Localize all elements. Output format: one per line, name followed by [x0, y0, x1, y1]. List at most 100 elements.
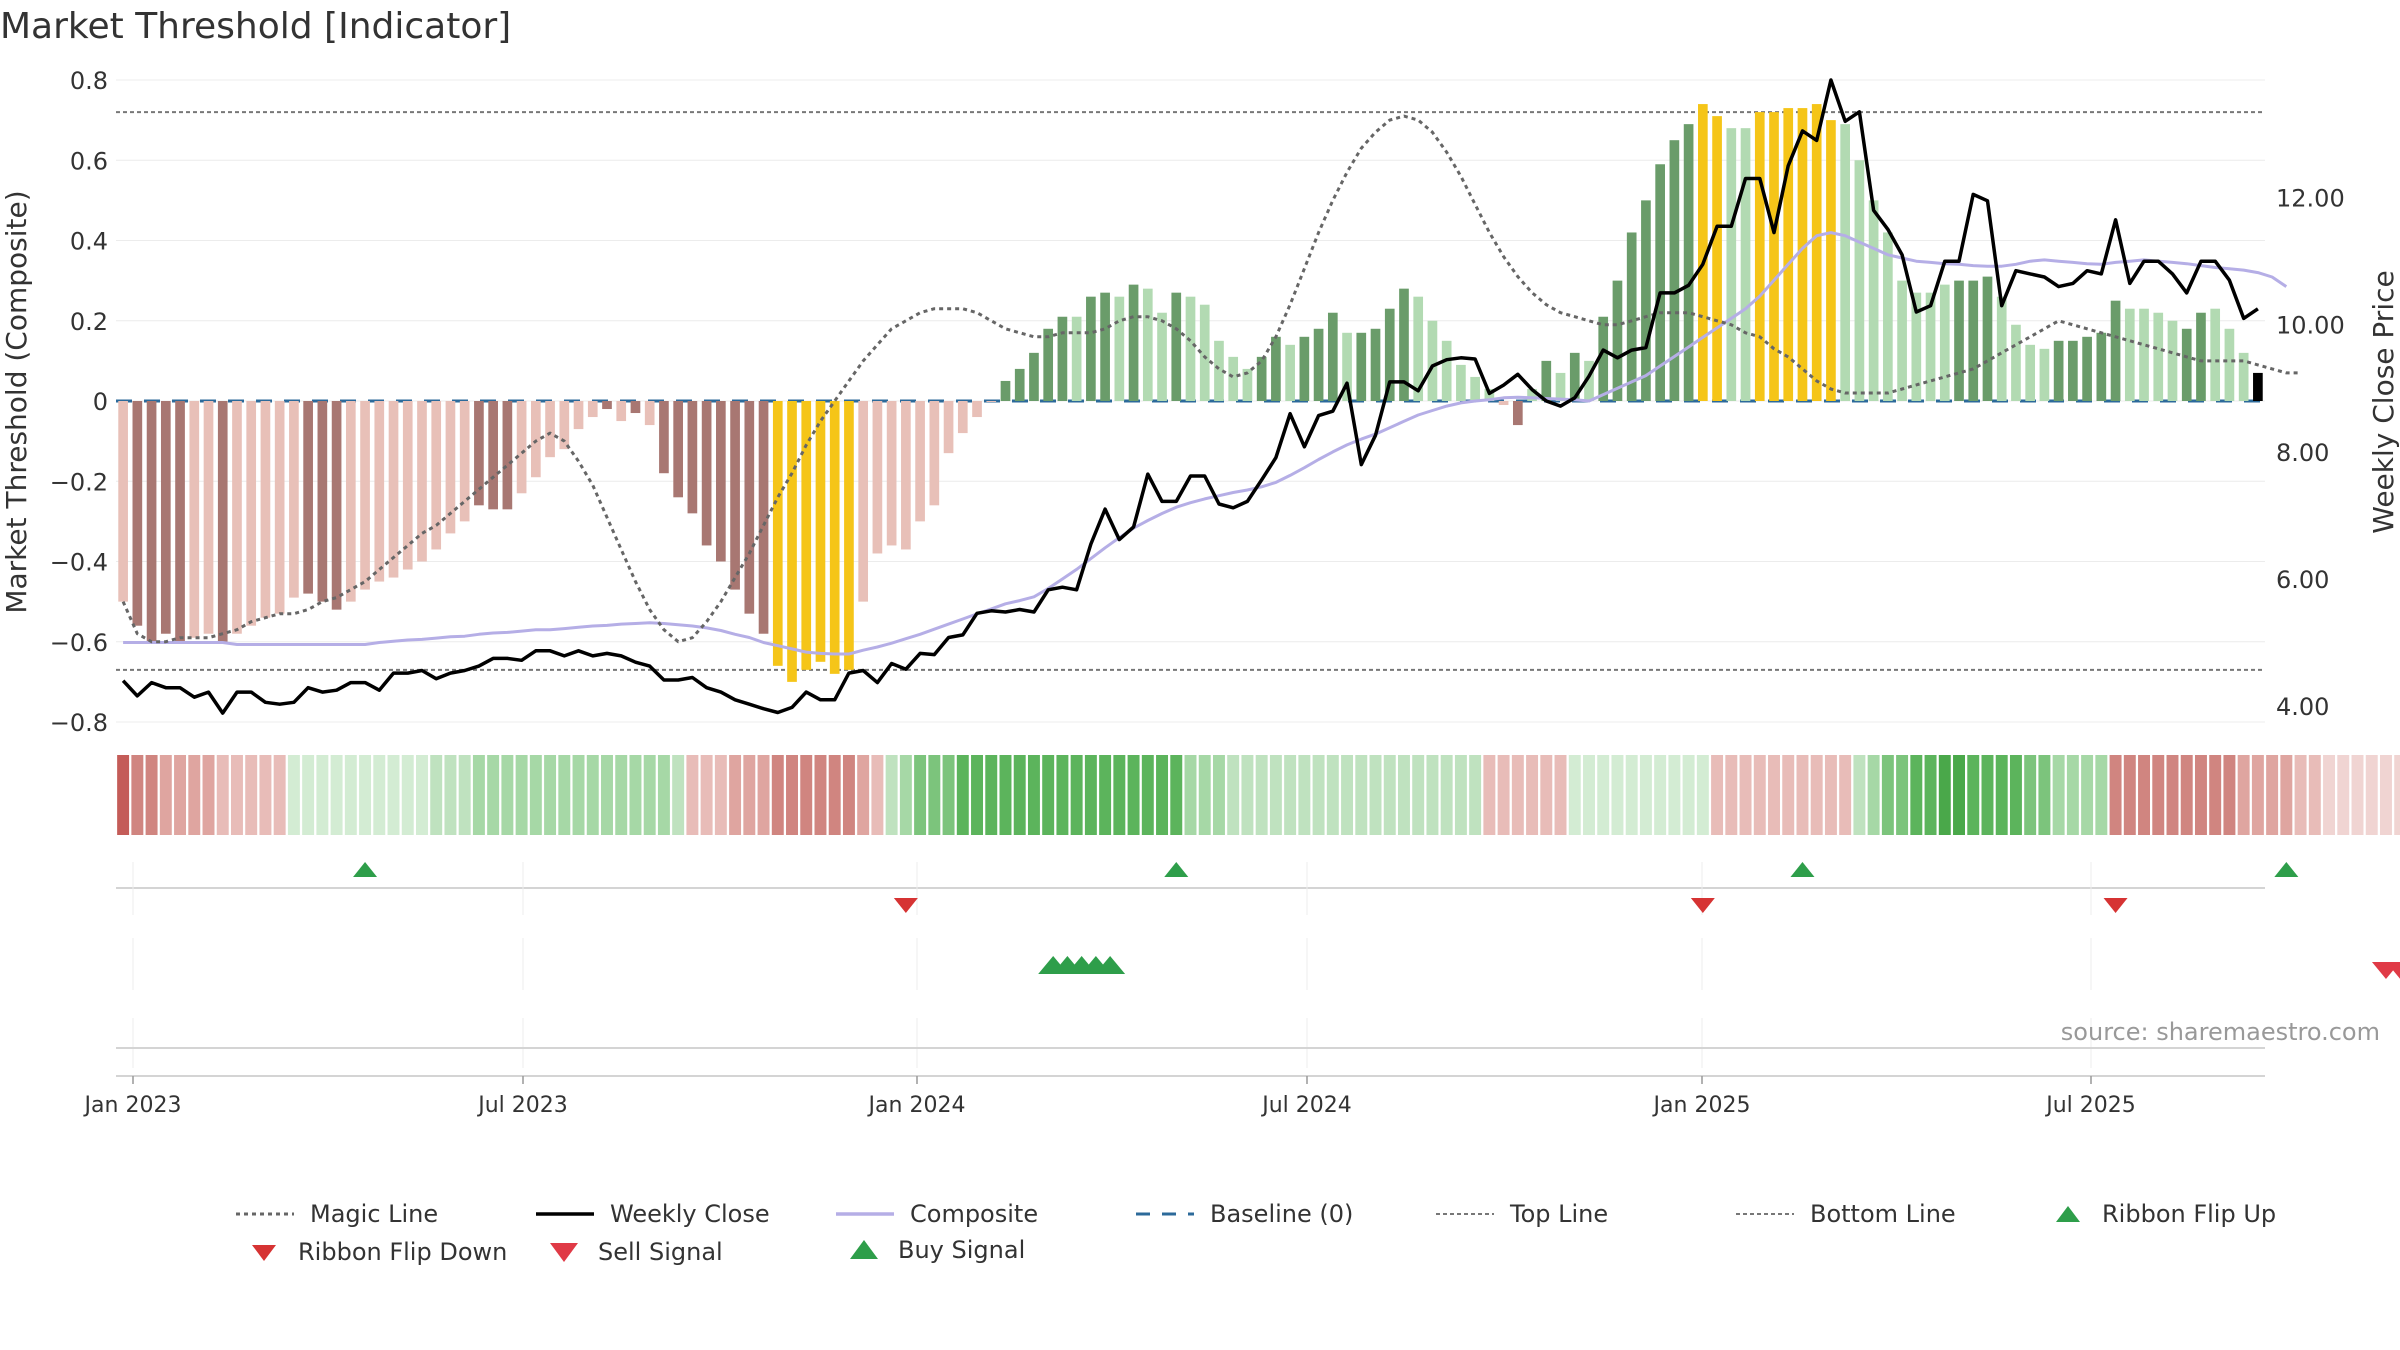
- composite-bar: [388, 401, 399, 578]
- ribbon-cell: [1198, 755, 1211, 835]
- ribbon-cell: [259, 755, 272, 835]
- composite-bar: [2210, 308, 2221, 401]
- ribbon-cell: [2138, 755, 2151, 835]
- composite-bar: [901, 401, 911, 550]
- composite-bar: [1242, 368, 1253, 401]
- ribbon-cell: [1227, 755, 1240, 835]
- composite-bar: [2196, 312, 2206, 401]
- legend-buy-signal: Buy Signal: [846, 1236, 1025, 1264]
- ribbon-flip-down-marker: [1690, 898, 1715, 913]
- composite-bar: [573, 401, 584, 430]
- legend-sell-signal-label: Sell Signal: [598, 1238, 723, 1266]
- legend-top-line: Top Line: [1436, 1200, 1608, 1228]
- x-tick-label: Jan 2023: [83, 1093, 182, 1118]
- ribbon-cell: [487, 755, 500, 835]
- ribbon-flip-panel: [116, 862, 2299, 1068]
- x-tick-label: Jul 2024: [1260, 1093, 1352, 1118]
- y-left-tick-label: 0: [93, 388, 108, 416]
- legend-ribbon-flip-up-label: Ribbon Flip Up: [2102, 1200, 2277, 1228]
- composite-bar: [1271, 336, 1281, 401]
- ribbon-cell: [1269, 755, 1282, 835]
- composite-bar: [1427, 320, 1438, 401]
- ribbon-cell: [458, 755, 471, 835]
- composite-bar: [1071, 316, 1082, 401]
- ribbon-cell: [558, 755, 571, 835]
- y-left-tick-label: −0.8: [50, 709, 108, 737]
- composite-bar: [1669, 140, 1680, 401]
- composite-bar: [1527, 388, 1537, 401]
- ribbon-cell: [1027, 755, 1040, 835]
- ribbon-flip-down-marker: [893, 898, 918, 913]
- ribbon-cell: [2123, 755, 2136, 835]
- composite-bar: [1612, 280, 1623, 401]
- composite-bar: [1911, 292, 1922, 401]
- ribbon-cell: [2223, 755, 2236, 835]
- x-axis: Jan 2023 Jul 2023 Jan 2024 Jul 2024 Jan 2025…: [83, 1075, 2265, 1118]
- x-tick-label: Jan 2025: [1652, 1093, 1751, 1118]
- ribbon-cell: [1113, 755, 1126, 835]
- composite-bar: [2153, 312, 2164, 401]
- ribbon-cell: [287, 755, 300, 835]
- composite-bar: [716, 401, 726, 562]
- ribbon-cell: [743, 755, 756, 835]
- ribbon-cell: [1056, 755, 1069, 835]
- composite-bar: [559, 401, 570, 450]
- composite-bar: [1939, 284, 1950, 401]
- ribbon-cell: [302, 755, 315, 835]
- composite-bar: [2139, 308, 2149, 401]
- ribbon-cell: [899, 755, 912, 835]
- composite-bar: [2238, 352, 2249, 401]
- composite-bar: [402, 401, 413, 570]
- legend-composite-label: Composite: [910, 1200, 1039, 1228]
- composite-bar: [1868, 200, 1879, 401]
- ribbon-cell: [1255, 755, 1268, 835]
- composite-bar: [146, 401, 157, 642]
- ribbon-cell: [1810, 755, 1823, 835]
- legend-sell-signal: Sell Signal: [546, 1238, 723, 1266]
- ribbon-cell: [1013, 755, 1026, 835]
- composite-bar: [545, 401, 555, 458]
- y-right-tick-label: 10.00: [2276, 312, 2345, 340]
- ribbon-cell: [643, 755, 656, 835]
- composite-bar: [459, 401, 470, 522]
- ribbon-cell: [529, 755, 542, 835]
- legend-weekly-close: Weekly Close: [536, 1200, 770, 1228]
- composite-bar: [1954, 280, 1964, 401]
- ribbon-cell: [117, 755, 130, 835]
- composite-bar: [1441, 340, 1452, 401]
- ribbon-cell: [1711, 755, 1724, 835]
- ribbon-cell: [1753, 755, 1766, 835]
- composite-bar: [872, 401, 883, 554]
- composite-bar: [730, 401, 740, 590]
- ribbon-cell: [2152, 755, 2165, 835]
- ribbon-cell: [2294, 755, 2307, 835]
- ribbon-cell: [1241, 755, 1254, 835]
- ribbon-cell: [544, 755, 557, 835]
- composite-bar: [1498, 401, 1509, 406]
- ribbon-cell: [2308, 755, 2321, 835]
- composite-bar: [2039, 348, 2050, 401]
- ribbon-cell: [1141, 755, 1154, 835]
- composite-bar: [417, 401, 427, 562]
- ribbon-cell: [1967, 755, 1980, 835]
- ribbon-cell: [1938, 755, 1951, 835]
- ribbon-cell: [2266, 755, 2279, 835]
- composite-bar: [118, 401, 128, 602]
- ribbon-cell: [1611, 755, 1624, 835]
- ribbon-cell: [1867, 755, 1880, 835]
- ribbon-cell: [1696, 755, 1709, 835]
- composite-bar: [431, 401, 442, 550]
- ribbon-cell: [2323, 755, 2336, 835]
- composite-bar: [445, 401, 456, 534]
- ribbon-cell: [2379, 755, 2392, 835]
- ribbon-cell: [1312, 755, 1325, 835]
- composite-bar: [1854, 160, 1865, 401]
- composite-bar: [2253, 372, 2263, 401]
- composite-bar: [1185, 296, 1196, 401]
- ribbon-cell: [2081, 755, 2094, 835]
- ribbon-cell: [914, 755, 927, 835]
- y-left-tick-label: −0.4: [50, 549, 108, 577]
- ribbon-cell: [857, 755, 870, 835]
- composite-bars: [118, 104, 2263, 682]
- ribbon-cell: [800, 755, 813, 835]
